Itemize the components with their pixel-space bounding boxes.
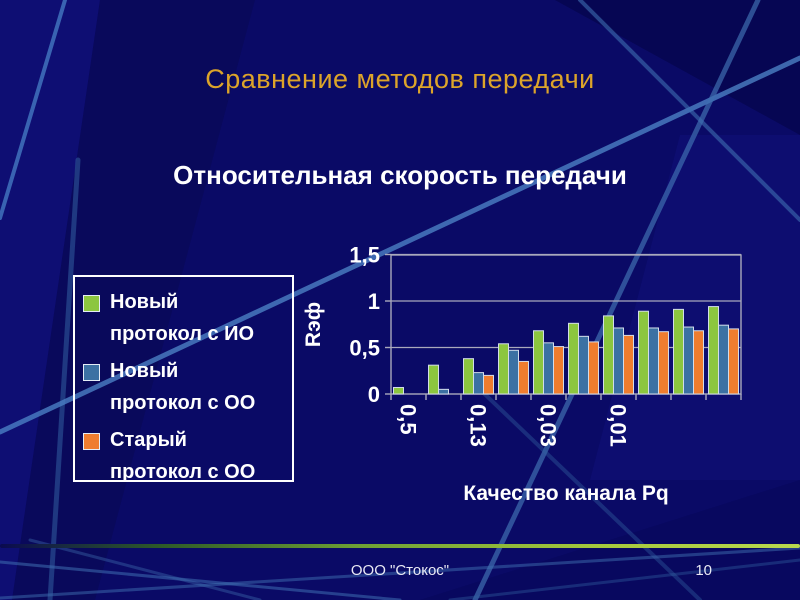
axis-ticks [385,253,742,400]
bar-s2-c7 [658,331,669,395]
bar-s2-c6 [623,334,634,395]
legend-swatch-orange [83,433,100,450]
footer-company: ООО "Стокос" [350,562,450,579]
x-tick-labels: 0,5 0,13 0,03 0,01 [396,404,631,447]
bar-s1-c8 [683,326,694,395]
bar-s0-c8 [673,308,684,395]
bar-s0-c9 [708,306,719,395]
bar-s0-c3 [498,343,509,395]
y-tick-labels: 0 0,5 1 1,5 [349,243,380,408]
bar-s1-c3 [508,349,519,395]
svg-text:0,03: 0,03 [536,404,561,447]
legend-item-old-oo: Старый протокол с ОО [81,424,292,488]
bar-s2-c9 [728,328,739,395]
bar-s1-c1 [438,388,449,395]
bar-s2-c8 [693,330,704,395]
legend-label: Новый протокол с ИО [110,291,255,345]
legend-swatch-blue [83,364,100,381]
legend-label: Новый протокол с ОО [110,360,256,414]
footer-divider [0,544,800,548]
bar-s1-c7 [648,327,659,395]
bar-s1-c5 [578,335,589,395]
x-axis-title: Качество канала Pq [463,482,668,505]
bar-s0-c4 [533,330,544,395]
svg-text:0,5: 0,5 [396,404,421,435]
legend-swatch-green [83,295,100,312]
chart-title: Относительная скорость передачи [173,160,627,190]
bar-s1-c9 [718,324,729,395]
bar-s2-c4 [553,346,564,395]
bar-s0-c6 [603,315,614,395]
y-axis-title: Rэф [302,302,325,347]
bar-s2-c3 [518,360,529,395]
legend-item-new-oo: Новый протокол с ОО [81,355,292,419]
bar-s0-c7 [638,310,649,395]
bar-s1-c4 [543,342,554,395]
svg-text:0: 0 [368,382,380,407]
bar-s1-c2 [473,372,484,395]
legend-item-new-io: Новый протокол с ИО [81,286,292,350]
bar-s0-c2 [463,358,474,395]
page-number: 10 [695,562,712,579]
svg-text:0,5: 0,5 [349,336,380,361]
svg-text:0,13: 0,13 [466,404,491,447]
bar-s0-c1 [428,364,439,395]
legend-label: Старый протокол с ОО [110,429,256,483]
bar-s2-c2 [483,374,494,395]
bars-layer [393,306,739,395]
svg-text:1,5: 1,5 [349,243,380,268]
bar-s0-c5 [568,322,579,395]
slide-title: Сравнение методов передачи [205,64,595,94]
bar-s0-c0 [393,386,404,395]
bar-s1-c6 [613,327,624,395]
svg-text:1: 1 [368,289,380,314]
bar-s2-c5 [588,341,599,395]
chart-legend: Новый протокол с ИО Новый протокол с ОО Ст… [73,275,294,483]
svg-text:0,01: 0,01 [606,404,631,447]
